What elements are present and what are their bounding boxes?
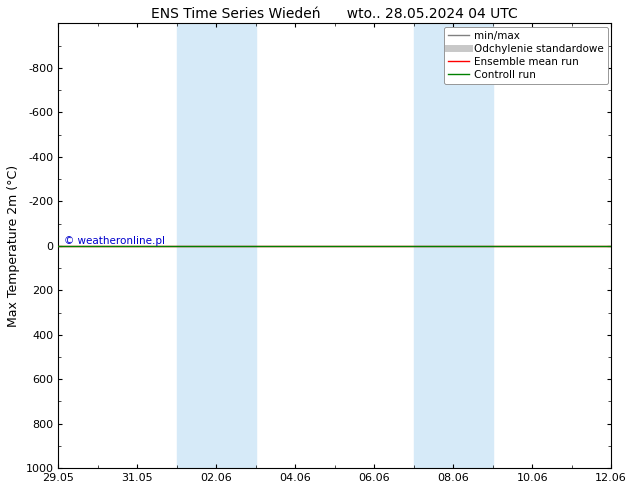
Legend: min/max, Odchylenie standardowe, Ensemble mean run, Controll run: min/max, Odchylenie standardowe, Ensembl… <box>444 26 608 84</box>
Y-axis label: Max Temperature 2m (°C): Max Temperature 2m (°C) <box>7 165 20 327</box>
Text: © weatheronline.pl: © weatheronline.pl <box>64 236 165 246</box>
Bar <box>414 24 493 468</box>
Title: ENS Time Series Wiedeń      wto.. 28.05.2024 04 UTC: ENS Time Series Wiedeń wto.. 28.05.2024 … <box>152 7 518 21</box>
Bar <box>177 24 256 468</box>
